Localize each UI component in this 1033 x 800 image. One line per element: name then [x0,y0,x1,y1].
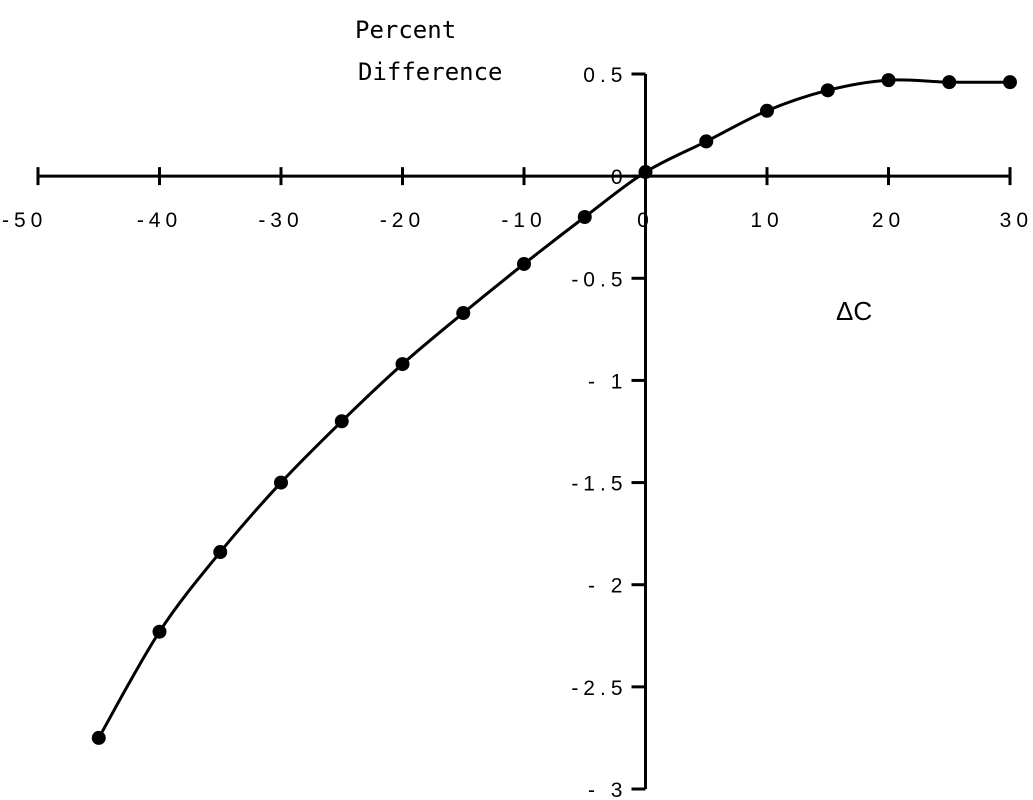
data-point [881,73,896,88]
x-tick-label: 30 [1000,209,1033,232]
tick-labels: -50 -40 -30 -20 -10 0 10 20 30 0.5 0 -0.5 - 1 -1.5 - 2… [2,64,1033,800]
y-tick-label: - 2 [588,575,628,598]
y-axis-title-line2: Difference [358,58,503,86]
data-point [638,165,653,180]
axes [36,72,1012,791]
data-point [942,75,957,90]
y-tick-label: 0.5 [583,64,627,87]
y-tick-label: - 1 [588,370,628,393]
y-tick-label: -2.5 [571,677,627,700]
x-tick-label: -40 [137,209,182,232]
x-tick-label: -30 [258,209,303,232]
data-point [517,256,531,271]
y-tick-label: 0 [611,166,628,189]
data-point [213,545,228,560]
x-tick-label: -10 [501,209,546,232]
data-point [274,475,288,490]
data-point [334,414,349,429]
y-axis-title-line1: Percent [355,16,456,44]
data-point [456,306,471,321]
data-point [395,357,410,372]
data-point [577,210,592,224]
x-tick-label: -20 [380,209,425,232]
data-point [820,83,835,98]
data-point [91,730,106,745]
data-point [760,103,774,118]
x-tick-label: 0 [637,209,654,232]
x-tick-label: 20 [872,209,905,232]
data-point [699,134,714,149]
y-tick-label: -0.5 [571,268,627,291]
series-line [97,78,1011,739]
data-point [1003,75,1017,90]
x-axis-title: ΔC [836,296,872,326]
data-point [152,624,167,639]
y-tick-label: - 3 [588,779,628,800]
x-tick-label: 10 [750,209,783,232]
x-tick-label: -50 [2,209,47,232]
y-tick-label: -1.5 [571,473,627,496]
data-points [91,73,1017,745]
